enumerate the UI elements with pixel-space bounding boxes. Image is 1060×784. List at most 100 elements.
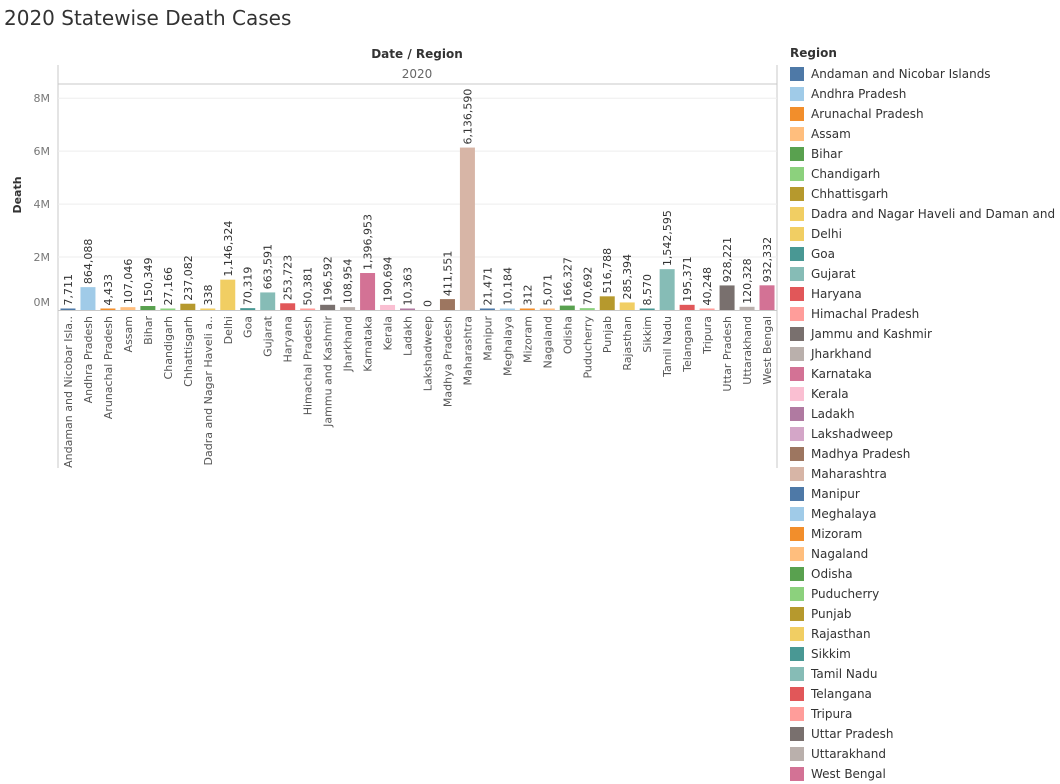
legend-item[interactable]: Assam	[790, 124, 1060, 144]
legend-item[interactable]: Nagaland	[790, 544, 1060, 564]
legend-swatch	[790, 607, 804, 621]
x-tick-label: Ladakh	[402, 316, 415, 356]
data-labels: 7,711 864,088 4,433 107,046 150,349 27,166 237…	[62, 89, 774, 307]
bar[interactable]	[280, 303, 296, 310]
bar[interactable]	[340, 307, 356, 310]
y-axis-ticks: 0M 2M 4M 6M 8M	[34, 92, 51, 309]
legend-label: Maharashtra	[811, 467, 887, 481]
bar[interactable]	[120, 307, 136, 310]
bar[interactable]	[240, 308, 256, 310]
legend-item[interactable]: Dadra and Nagar Haveli and Daman and Diu	[790, 204, 1060, 224]
legend-item[interactable]: Telangana	[790, 684, 1060, 704]
legend-item[interactable]: Andhra Pradesh	[790, 84, 1060, 104]
bar[interactable]	[599, 296, 615, 310]
legend-item[interactable]: Uttar Pradesh	[790, 724, 1060, 744]
legend-swatch	[790, 647, 804, 661]
legend-item[interactable]: Jammu and Kashmir	[790, 324, 1060, 344]
legend-item[interactable]: Haryana	[790, 284, 1060, 304]
bar[interactable]	[639, 308, 655, 311]
data-label: 6,136,590	[461, 89, 474, 145]
bar[interactable]	[200, 308, 216, 311]
bar[interactable]	[300, 308, 316, 311]
legend-item[interactable]: Meghalaya	[790, 504, 1060, 524]
x-tick-label: Haryana	[282, 316, 295, 363]
legend-swatch	[790, 387, 804, 401]
legend-item[interactable]: Delhi	[790, 224, 1060, 244]
x-tick-label: Rajasthan	[621, 316, 634, 371]
bar[interactable]	[100, 308, 116, 311]
legend-item[interactable]: Goa	[790, 244, 1060, 264]
legend-item[interactable]: Manipur	[790, 484, 1060, 504]
bar[interactable]	[679, 304, 695, 310]
legend-item[interactable]: Himachal Pradesh	[790, 304, 1060, 324]
bar[interactable]	[579, 308, 595, 310]
bar[interactable]	[400, 308, 416, 311]
legend-item[interactable]: Rajasthan	[790, 624, 1060, 644]
x-tick-label: Punjab	[601, 316, 614, 353]
bar[interactable]	[519, 308, 535, 311]
legend-item[interactable]: Tamil Nadu	[790, 664, 1060, 684]
legend-swatch	[790, 247, 804, 261]
legend-item[interactable]: Arunachal Pradesh	[790, 104, 1060, 124]
x-tick-label: Telangana	[681, 316, 694, 373]
bar[interactable]	[220, 279, 236, 310]
x-tick-label: Chandigarh	[162, 316, 175, 379]
legend-item[interactable]: Andaman and Nicobar Islands	[790, 64, 1060, 84]
legend-item[interactable]: Sikkim	[790, 644, 1060, 664]
legend-item[interactable]: Mizoram	[790, 524, 1060, 544]
legend-item[interactable]: Ladakh	[790, 404, 1060, 424]
bar[interactable]	[439, 299, 455, 310]
x-tick-label: Maharashtra	[461, 316, 474, 386]
bar[interactable]	[699, 308, 715, 311]
legend-swatch	[790, 267, 804, 281]
legend-item[interactable]: Chhattisgarh	[790, 184, 1060, 204]
bar[interactable]	[559, 305, 575, 310]
bar[interactable]	[320, 304, 336, 310]
legend: Region Andaman and Nicobar Islands Andhra…	[790, 46, 1060, 784]
legend-item[interactable]: Bihar	[790, 144, 1060, 164]
bar[interactable]	[80, 287, 96, 310]
data-label: 195,371	[681, 256, 694, 302]
bar[interactable]	[140, 306, 156, 310]
bar[interactable]	[539, 308, 555, 311]
bars	[60, 147, 775, 311]
legend-item[interactable]: Odisha	[790, 564, 1060, 584]
legend-item[interactable]: Karnataka	[790, 364, 1060, 384]
legend-item[interactable]: Punjab	[790, 604, 1060, 624]
legend-item[interactable]: Kerala	[790, 384, 1060, 404]
x-tick-label: Lakshadweep	[421, 316, 434, 391]
legend-item[interactable]: Gujarat	[790, 264, 1060, 284]
legend-item[interactable]: Chandigarh	[790, 164, 1060, 184]
bar[interactable]	[659, 269, 675, 310]
legend-item[interactable]: Tripura	[790, 704, 1060, 724]
legend-swatch	[790, 447, 804, 461]
legend-swatch	[790, 627, 804, 641]
x-tick-label: Kerala	[382, 316, 395, 351]
x-tick-label: Tripura	[701, 316, 714, 355]
legend-item[interactable]: Puducherry	[790, 584, 1060, 604]
legend-item[interactable]: Jharkhand	[790, 344, 1060, 364]
bar[interactable]	[180, 303, 196, 310]
legend-item[interactable]: Uttarakhand	[790, 744, 1060, 764]
bar[interactable]	[619, 302, 635, 310]
legend-item[interactable]: Lakshadweep	[790, 424, 1060, 444]
bar[interactable]	[739, 306, 755, 310]
bar[interactable]	[719, 285, 735, 310]
legend-item[interactable]: West Bengal	[790, 764, 1060, 784]
legend-item[interactable]: Maharashtra	[790, 464, 1060, 484]
bar[interactable]	[499, 308, 515, 311]
legend-swatch	[790, 127, 804, 141]
data-label: 150,349	[142, 258, 155, 304]
bar[interactable]	[260, 292, 276, 310]
data-label: 107,046	[122, 259, 135, 305]
legend-item[interactable]: Madhya Pradesh	[790, 444, 1060, 464]
bar[interactable]	[160, 308, 176, 311]
data-label: 10,184	[501, 267, 514, 306]
bar[interactable]	[380, 304, 396, 310]
bar[interactable]	[459, 147, 475, 310]
bar[interactable]	[759, 285, 775, 310]
x-tick-label: Nagaland	[541, 316, 554, 368]
bar[interactable]	[60, 308, 76, 311]
bar[interactable]	[479, 308, 495, 311]
bar[interactable]	[360, 273, 376, 310]
